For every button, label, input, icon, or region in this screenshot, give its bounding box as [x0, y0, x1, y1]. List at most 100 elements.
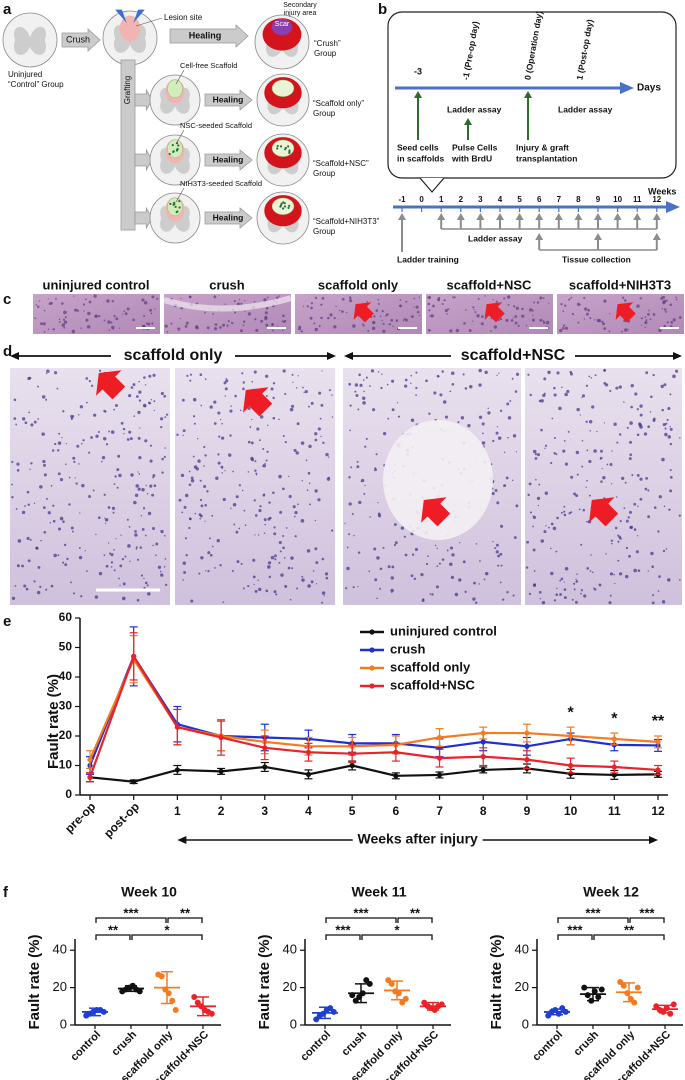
nucleus [444, 415, 449, 419]
nucleus [492, 439, 495, 443]
nucleus [348, 299, 353, 303]
nucleus [216, 539, 220, 543]
nucleus [219, 419, 222, 421]
nucleus [367, 329, 370, 332]
nucleus [259, 415, 264, 419]
nucleus [451, 553, 455, 557]
nucleus [362, 324, 365, 327]
nucleus [222, 601, 225, 604]
nucleus [427, 302, 431, 306]
nucleus [494, 489, 498, 492]
nucleus [56, 387, 59, 390]
nucleus [184, 493, 189, 498]
nucleus [33, 502, 36, 505]
nucleus [271, 324, 274, 327]
nucleus [555, 593, 559, 597]
nucleus [596, 430, 598, 433]
nucleus [588, 375, 591, 378]
nucleus [80, 327, 82, 329]
nucleus [422, 598, 425, 601]
point [131, 779, 137, 785]
nucleus [155, 554, 157, 557]
nucleus [113, 569, 116, 572]
nucleus [653, 417, 656, 421]
nucleus [305, 459, 308, 462]
nucleus [431, 593, 434, 596]
nucleus [581, 394, 586, 398]
nucleus [645, 477, 648, 480]
nucleus [149, 484, 153, 488]
nucleus [135, 395, 139, 398]
nucleus [600, 480, 603, 483]
nucleus [618, 535, 622, 539]
nucleus [472, 306, 475, 309]
nucleus [434, 544, 437, 547]
step-label: Healing [189, 30, 222, 40]
point [581, 984, 588, 991]
nucleus [62, 410, 65, 413]
nucleus [528, 308, 533, 312]
nucleus [446, 313, 448, 315]
nucleus [233, 523, 236, 526]
nucleus [301, 575, 304, 578]
nucleus [556, 371, 560, 375]
scar [271, 19, 293, 36]
nucleus [16, 564, 20, 568]
chart-title: Week 11 [351, 884, 406, 900]
nucleus [381, 373, 383, 376]
nucleus [458, 578, 462, 582]
pointer-arrow [421, 497, 451, 527]
nucleus [68, 476, 71, 479]
nucleus [517, 324, 520, 328]
nucleus [164, 583, 168, 587]
y-tick-label: 0 [65, 787, 72, 801]
point [611, 772, 617, 778]
nucleus [658, 495, 662, 499]
x-tick-label: control [530, 1029, 565, 1064]
nucleus [144, 581, 148, 585]
nucleus [450, 371, 455, 375]
span-head [327, 352, 336, 360]
seeded-cell [178, 200, 181, 203]
group-title: scaffold+NSC [461, 347, 566, 364]
nucleus [613, 422, 617, 426]
pointer-arrow [484, 302, 505, 323]
nucleus [282, 329, 284, 332]
nucleus [588, 459, 592, 464]
nucleus [133, 500, 137, 505]
nucleus [449, 562, 453, 566]
nucleus [126, 307, 130, 311]
nucleus [229, 434, 232, 437]
nucleus [226, 324, 229, 327]
nucleus [33, 580, 36, 583]
nucleus [203, 485, 207, 489]
point [136, 988, 143, 995]
nucleus [410, 374, 413, 377]
nucleus [484, 571, 489, 576]
nucleus [242, 587, 245, 590]
significance-bracket [325, 917, 397, 923]
nucleus [160, 391, 164, 395]
nucleus [105, 443, 109, 446]
seeded-cell [175, 210, 178, 214]
lesion [119, 15, 141, 42]
nucleus [241, 372, 244, 375]
nucleus [97, 431, 100, 434]
significance-bracket [325, 934, 361, 940]
nucleus [124, 555, 127, 558]
crush-tool [133, 9, 145, 24]
nucleus [558, 406, 562, 411]
nucleus [50, 484, 53, 487]
nucleus [233, 300, 236, 303]
nucleus [303, 391, 305, 394]
nucleus [390, 576, 395, 580]
nucleus [345, 311, 348, 314]
nucleus [515, 372, 520, 376]
nucleus [598, 583, 602, 587]
nucleus [429, 315, 431, 317]
nucleus [227, 453, 232, 457]
nucleus [138, 399, 142, 402]
nucleus [531, 309, 534, 312]
nucleus [15, 508, 18, 510]
